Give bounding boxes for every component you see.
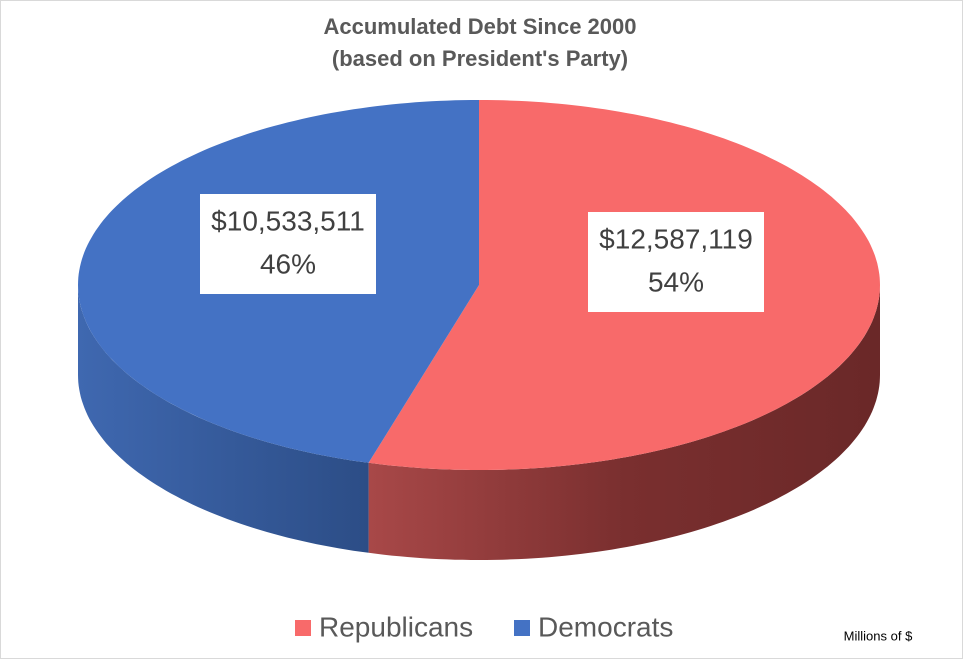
- data-label: $10,533,511: [211, 205, 365, 236]
- data-label-box: [200, 194, 376, 294]
- percent-label: 54%: [648, 266, 704, 297]
- percent-label: 46%: [260, 248, 316, 279]
- data-label-box: [588, 212, 764, 312]
- legend-swatch: [514, 620, 530, 636]
- slice-side: [368, 285, 880, 560]
- data-label: $12,587,119: [599, 223, 753, 254]
- legend-swatch: [295, 620, 311, 636]
- legend-label: Republicans: [319, 611, 473, 642]
- legend-label: Democrats: [538, 611, 673, 642]
- chart-title: Accumulated Debt Since 2000: [323, 14, 636, 39]
- slice-side: [78, 285, 369, 553]
- chart-subtitle: (based on President's Party): [332, 46, 628, 71]
- unit-note: Millions of $: [844, 628, 913, 643]
